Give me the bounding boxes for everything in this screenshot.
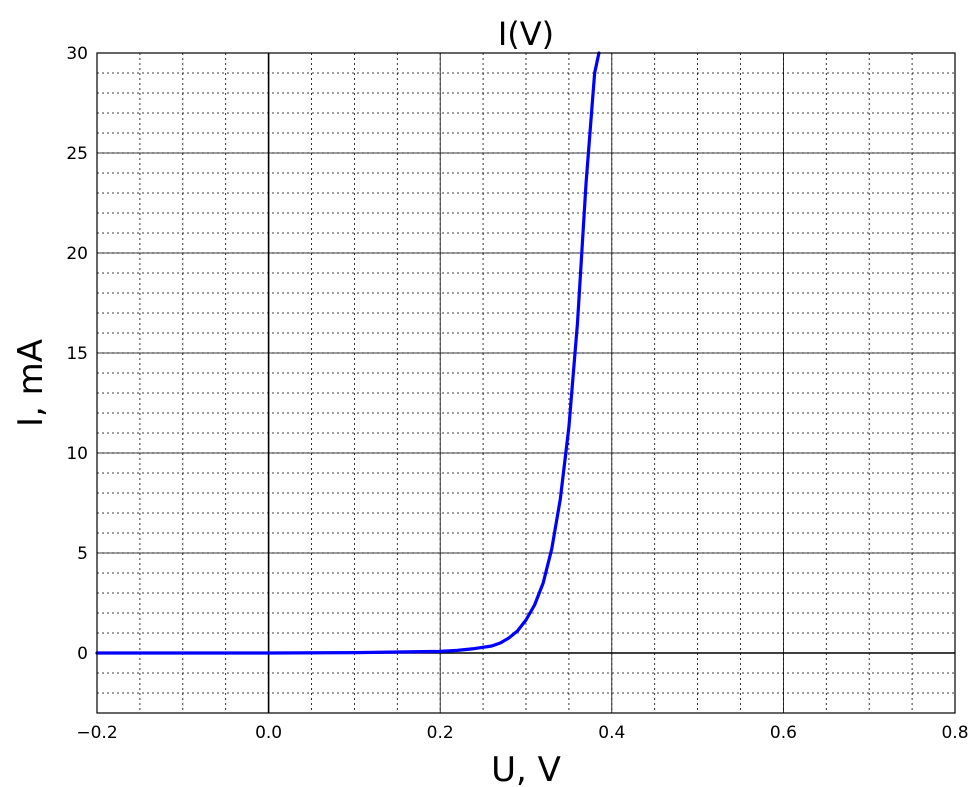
y-tick-label: 5 [77,544,88,564]
x-tick-label: 0.8 [941,723,968,743]
y-tick-label: 20 [66,244,88,264]
y-tick-label: 10 [66,444,88,464]
series-layer [95,51,601,655]
x-tick-label: 0.0 [255,723,282,743]
y-tick-label: 15 [66,344,88,364]
iv-curve-line [95,51,601,655]
x-tick-label: 0.6 [770,723,797,743]
y-tick-label: 30 [66,44,88,64]
x-axis-label: U, V [491,750,561,787]
x-axis-ticks: −0.2 0.0 0.2 0.4 0.6 0.8 [76,723,968,743]
y-tick-label: 0 [77,644,88,664]
x-tick-label: 0.4 [598,723,625,743]
y-tick-label: 25 [66,144,88,164]
chart-title: I(V) [498,15,554,53]
x-tick-label: 0.2 [427,723,454,743]
plot-frame [96,52,956,714]
x-tick-label: −0.2 [76,723,117,743]
y-axis-label: I, mA [11,339,51,427]
y-axis-ticks: 0 5 10 15 20 25 30 [66,44,88,664]
